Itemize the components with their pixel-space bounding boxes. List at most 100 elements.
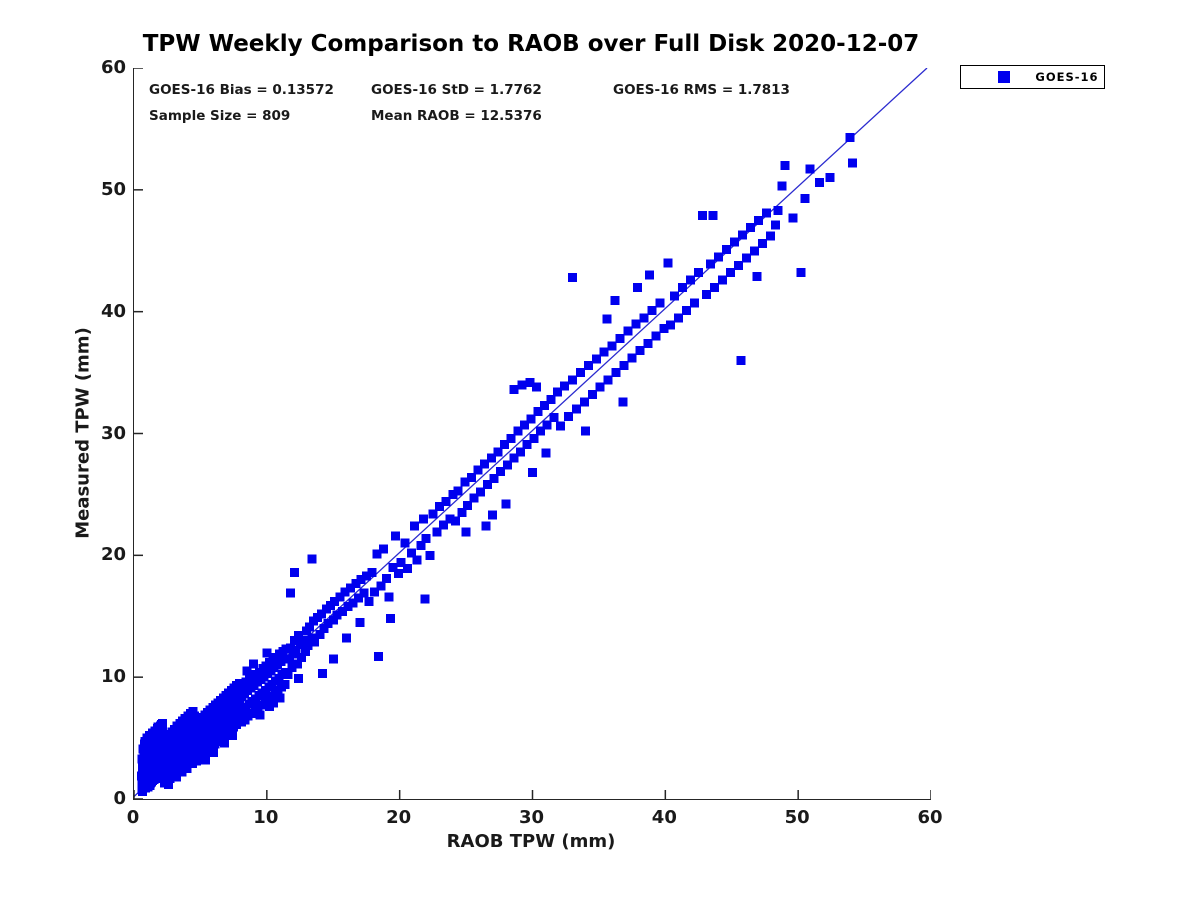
data-point bbox=[286, 588, 296, 598]
data-point bbox=[619, 360, 629, 370]
data-point bbox=[361, 571, 371, 581]
data-point bbox=[201, 755, 211, 765]
data-point bbox=[369, 587, 379, 597]
data-point bbox=[296, 653, 306, 663]
data-point bbox=[364, 597, 374, 607]
data-point bbox=[615, 333, 625, 343]
data-point bbox=[372, 549, 382, 559]
data-point bbox=[583, 360, 593, 370]
data-point bbox=[480, 459, 490, 469]
data-point bbox=[359, 588, 369, 598]
data-point bbox=[416, 541, 426, 551]
data-point bbox=[188, 706, 198, 716]
data-point bbox=[328, 615, 338, 625]
data-point bbox=[559, 381, 569, 391]
data-point bbox=[603, 375, 613, 385]
data-point bbox=[172, 772, 182, 782]
data-point bbox=[493, 447, 503, 457]
data-point bbox=[242, 666, 252, 676]
data-point bbox=[303, 640, 313, 650]
data-point bbox=[323, 619, 333, 629]
data-point bbox=[501, 499, 511, 509]
data-point bbox=[290, 636, 300, 646]
data-point bbox=[549, 413, 559, 423]
data-point bbox=[292, 659, 302, 669]
data-point bbox=[659, 324, 669, 334]
data-point bbox=[432, 527, 442, 537]
data-point bbox=[805, 164, 815, 174]
data-point bbox=[647, 305, 657, 315]
data-point bbox=[275, 693, 285, 703]
data-point bbox=[602, 314, 612, 324]
data-point bbox=[307, 554, 317, 564]
data-point bbox=[674, 313, 684, 323]
data-point bbox=[741, 253, 751, 263]
data-point bbox=[777, 181, 787, 191]
data-point bbox=[439, 520, 449, 530]
data-point bbox=[765, 231, 775, 241]
data-point bbox=[420, 594, 430, 604]
data-point bbox=[618, 397, 628, 407]
data-point bbox=[335, 592, 345, 602]
data-point bbox=[745, 223, 755, 233]
data-point bbox=[682, 305, 692, 315]
data-point bbox=[752, 271, 762, 281]
data-point bbox=[678, 282, 688, 292]
x-tick-label: 50 bbox=[784, 807, 810, 828]
data-point bbox=[469, 493, 479, 503]
x-tick-label: 10 bbox=[253, 807, 279, 828]
data-point bbox=[319, 623, 329, 633]
data-point bbox=[227, 731, 237, 741]
data-point bbox=[234, 687, 244, 697]
data-point bbox=[771, 220, 781, 230]
data-point bbox=[644, 270, 654, 280]
data-point bbox=[351, 578, 361, 588]
data-point bbox=[610, 296, 620, 306]
data-point bbox=[800, 193, 810, 203]
data-point bbox=[379, 544, 389, 554]
data-point bbox=[400, 538, 410, 548]
data-point bbox=[290, 567, 300, 577]
data-point bbox=[146, 778, 156, 788]
data-point bbox=[702, 290, 712, 300]
data-point bbox=[509, 453, 519, 463]
data-point bbox=[157, 718, 167, 728]
data-point bbox=[450, 516, 460, 526]
data-point bbox=[581, 426, 591, 436]
data-point bbox=[517, 380, 527, 390]
data-point bbox=[279, 654, 289, 664]
data-point bbox=[717, 275, 727, 285]
data-point bbox=[529, 433, 539, 443]
data-point bbox=[466, 472, 476, 482]
stat-mean-raob: Mean RAOB = 12.5376 bbox=[371, 108, 542, 124]
data-point bbox=[268, 698, 278, 708]
data-point bbox=[486, 453, 496, 463]
data-point bbox=[526, 414, 536, 424]
data-point bbox=[651, 331, 661, 341]
data-point bbox=[409, 521, 419, 531]
data-point bbox=[419, 514, 429, 524]
data-point bbox=[318, 669, 328, 679]
data-point bbox=[393, 569, 403, 579]
data-point bbox=[316, 609, 326, 619]
data-point bbox=[708, 210, 718, 220]
data-point bbox=[158, 727, 168, 737]
data-point bbox=[367, 567, 377, 577]
data-point bbox=[516, 447, 526, 457]
data-point bbox=[736, 355, 746, 365]
data-point bbox=[721, 245, 731, 255]
stat-rms: GOES-16 RMS = 1.7813 bbox=[613, 82, 790, 98]
data-point bbox=[373, 651, 383, 661]
x-tick-label: 30 bbox=[518, 807, 545, 828]
data-point bbox=[330, 597, 340, 607]
data-point bbox=[388, 563, 398, 573]
data-point bbox=[299, 636, 309, 646]
data-point bbox=[690, 298, 700, 308]
data-point bbox=[164, 779, 174, 789]
data-point bbox=[591, 354, 601, 364]
data-point bbox=[500, 439, 510, 449]
y-tick-label: 30 bbox=[100, 422, 126, 444]
x-tick-label: 0 bbox=[126, 807, 140, 828]
data-point bbox=[315, 630, 325, 640]
